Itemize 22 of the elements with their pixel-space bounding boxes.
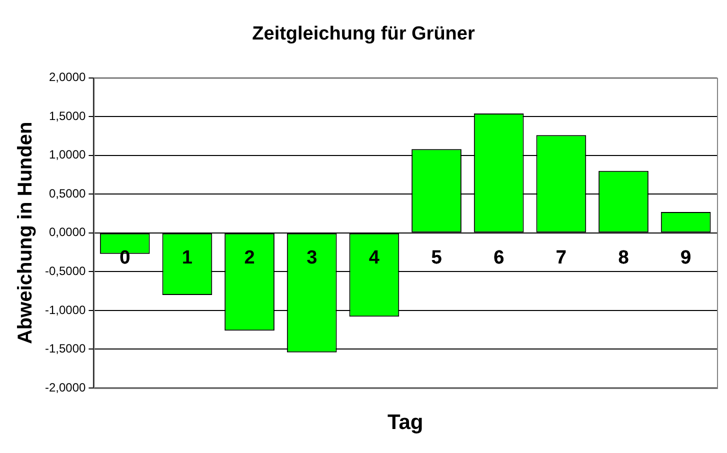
x-tick-label: 3 [306,248,318,269]
y-tick-label: 1,5000 [48,108,86,123]
y-tick-label: 0,0000 [48,225,86,240]
x-tick-label: 9 [680,248,692,269]
y-tick-label: -1,0000 [44,302,86,317]
x-tick-label: 0 [120,248,130,269]
y-tick-label: 2,0000 [48,70,86,84]
y-tick-label: 1,0000 [48,148,86,162]
x-tick-label: 1 [182,248,193,269]
chart-title: Zeitgleichung für Grüner [252,24,476,45]
y-tick-label: -0,5000 [44,264,86,278]
y-tick-label: -1,5000 [44,342,86,356]
x-tick-label: 6 [494,248,504,269]
x-axis-title: Tag [387,410,424,434]
x-tick-label: 5 [431,248,442,269]
x-tick-label: 7 [556,248,566,269]
y-tick-label: 0,5000 [48,186,86,200]
x-tick-label: 4 [368,248,380,269]
y-axis-title: Abweichung in Hunden [14,122,37,344]
x-tick-label: 2 [244,248,255,269]
x-tick-label: 8 [618,248,629,269]
y-tick-label: -2,0000 [44,380,86,394]
